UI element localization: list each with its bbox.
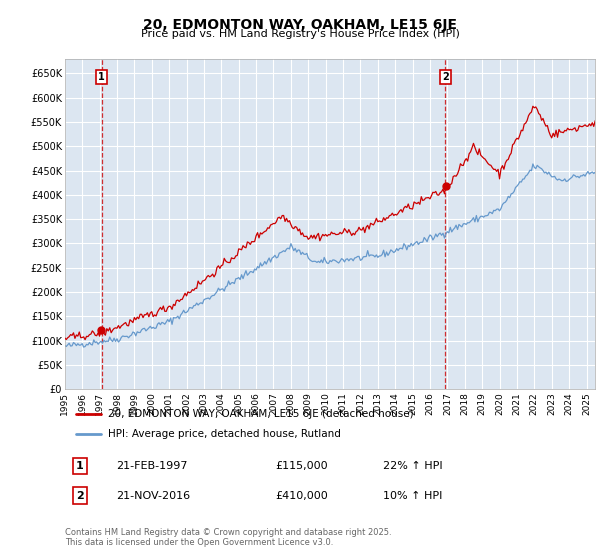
Text: 22% ↑ HPI: 22% ↑ HPI xyxy=(383,461,442,471)
Text: 20, EDMONTON WAY, OAKHAM, LE15 6JE: 20, EDMONTON WAY, OAKHAM, LE15 6JE xyxy=(143,18,457,32)
Text: £115,000: £115,000 xyxy=(275,461,328,471)
Text: HPI: Average price, detached house, Rutland: HPI: Average price, detached house, Rutl… xyxy=(108,429,341,439)
Text: 21-NOV-2016: 21-NOV-2016 xyxy=(116,491,190,501)
Text: 2: 2 xyxy=(76,491,83,501)
Text: 20, EDMONTON WAY, OAKHAM, LE15 6JE (detached house): 20, EDMONTON WAY, OAKHAM, LE15 6JE (deta… xyxy=(108,409,413,419)
Text: 1: 1 xyxy=(98,72,105,82)
Text: Contains HM Land Registry data © Crown copyright and database right 2025.
This d: Contains HM Land Registry data © Crown c… xyxy=(65,528,391,547)
Text: £410,000: £410,000 xyxy=(275,491,328,501)
Text: 1: 1 xyxy=(76,461,83,471)
Text: 2: 2 xyxy=(442,72,449,82)
Text: 10% ↑ HPI: 10% ↑ HPI xyxy=(383,491,442,501)
Text: Price paid vs. HM Land Registry's House Price Index (HPI): Price paid vs. HM Land Registry's House … xyxy=(140,29,460,39)
Text: 21-FEB-1997: 21-FEB-1997 xyxy=(116,461,187,471)
